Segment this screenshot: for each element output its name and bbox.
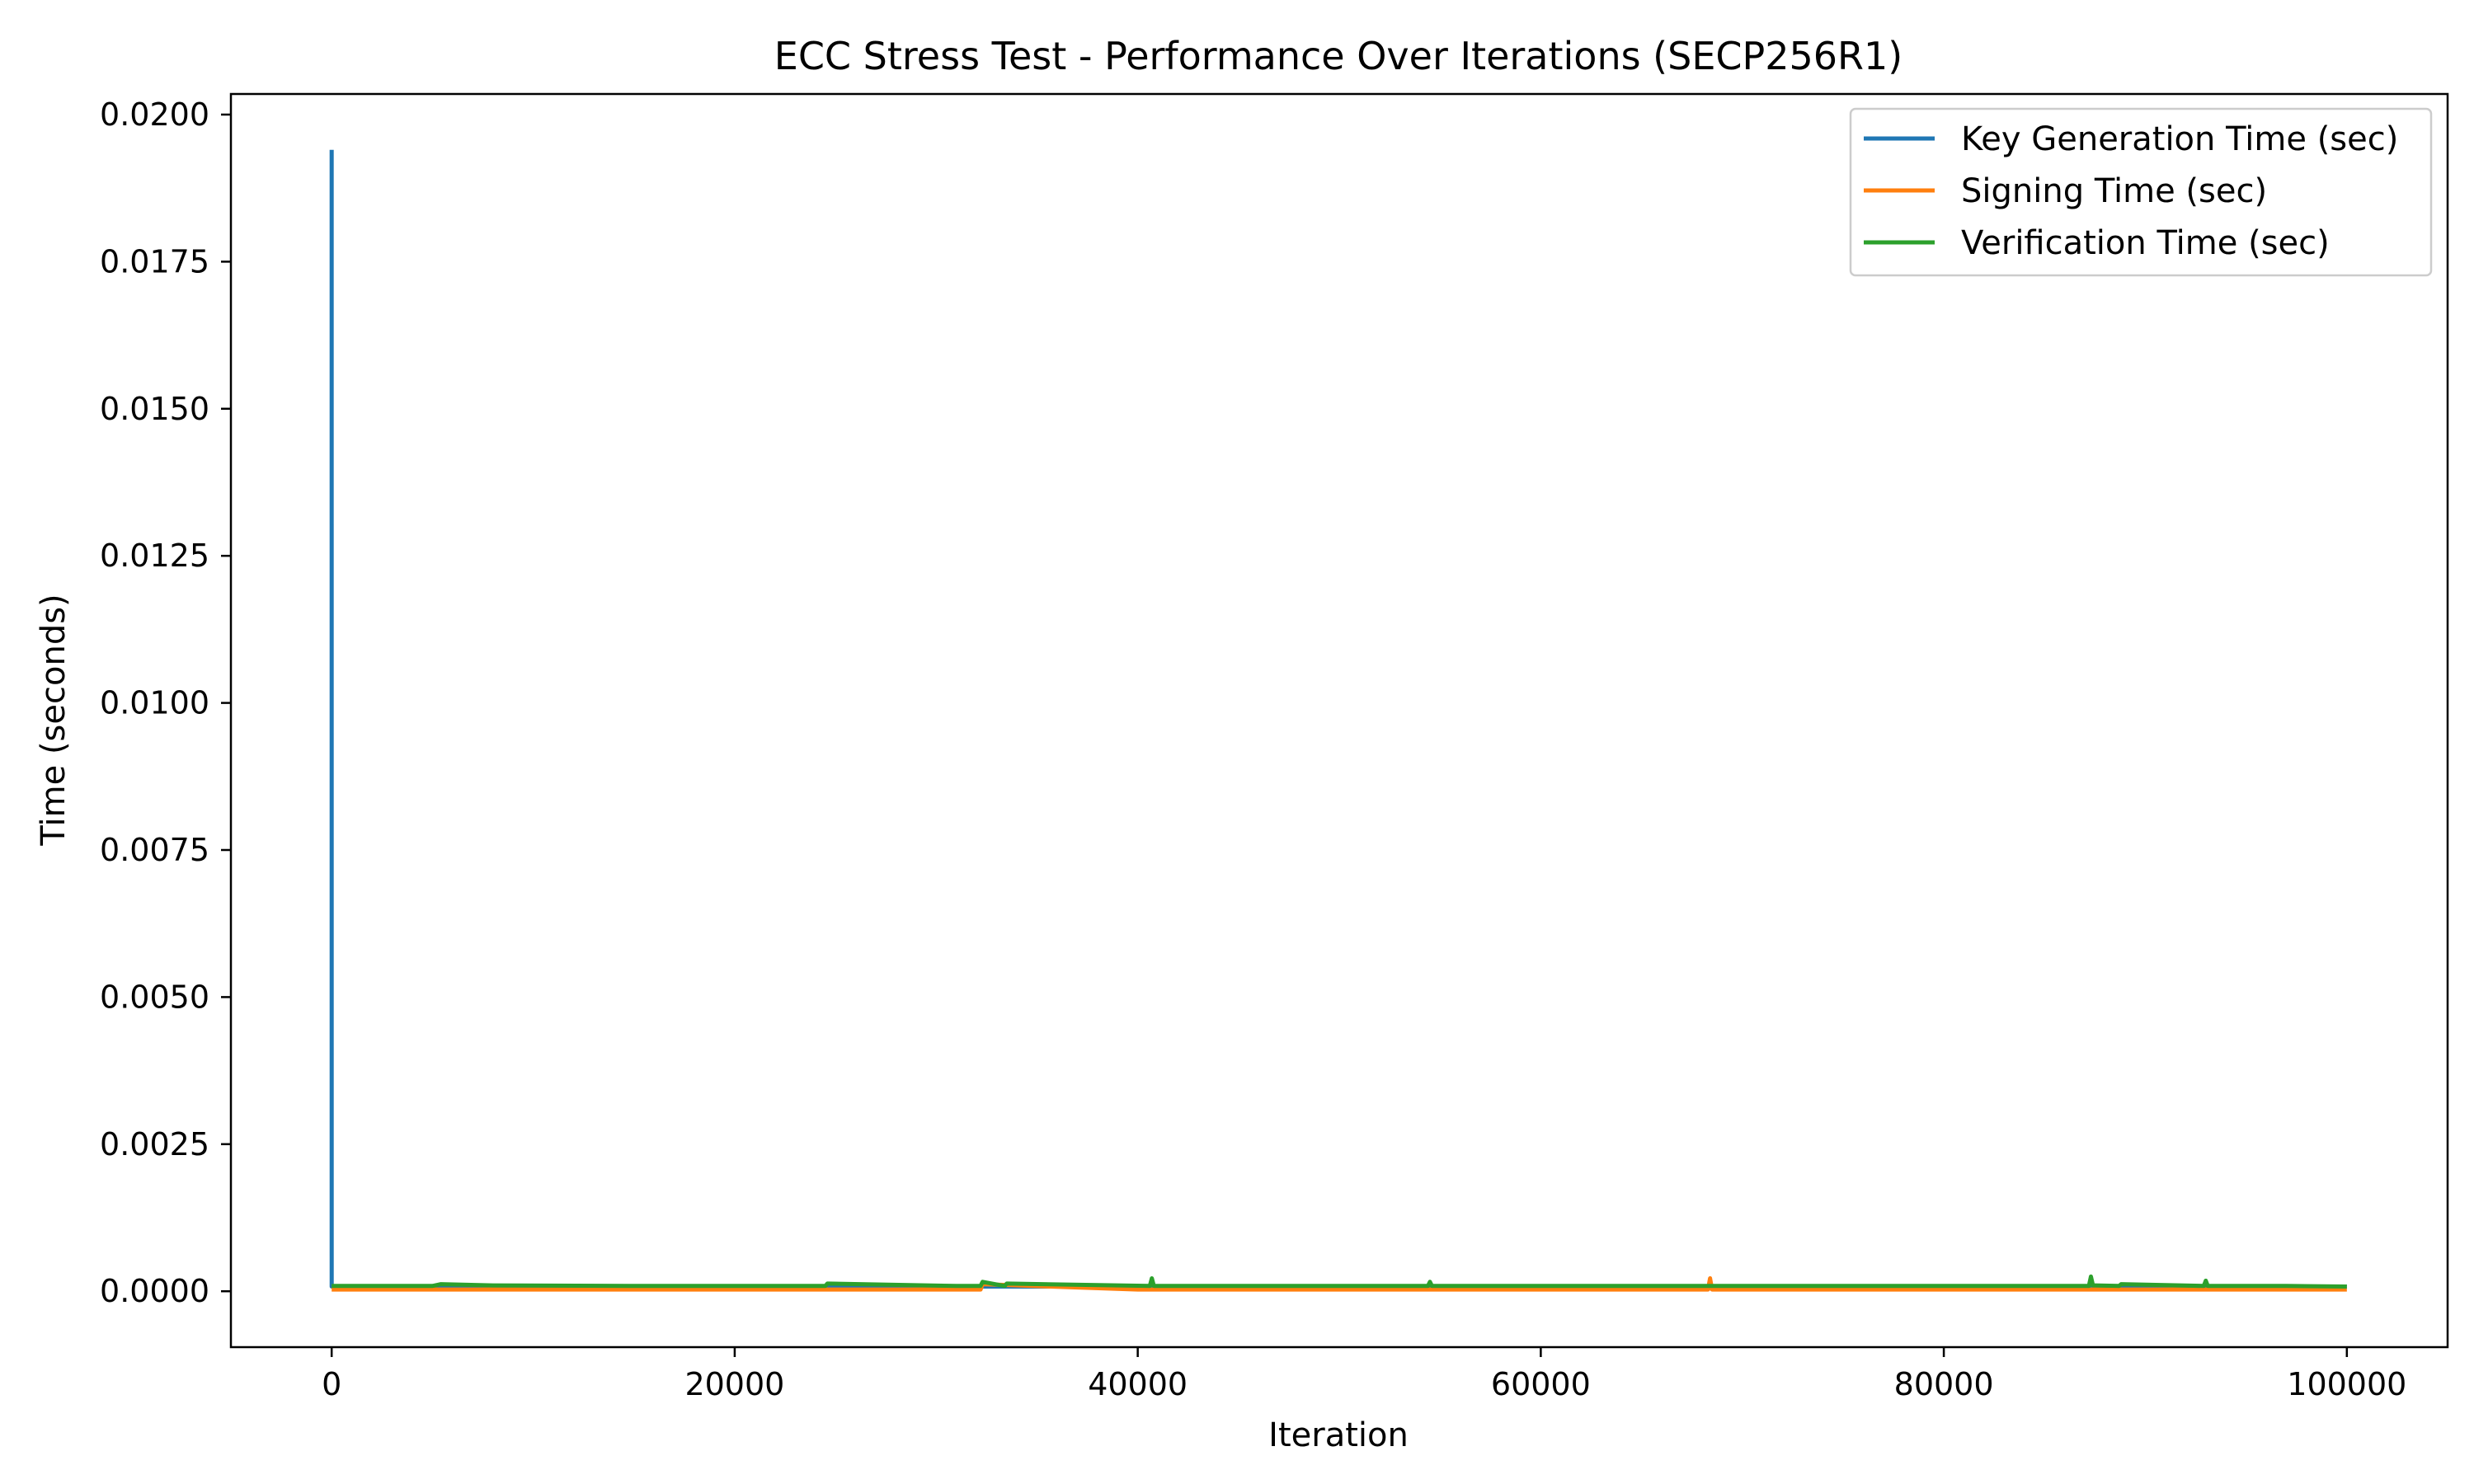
y-tick-label: 0.0100 [100, 685, 209, 721]
x-axis-label: Iteration [1268, 1416, 1409, 1454]
x-tick-label: 80000 [1894, 1366, 1994, 1402]
plot-frame [229, 92, 2449, 1349]
y-tick-label: 0.0050 [100, 979, 209, 1015]
series-line-0 [329, 149, 2347, 1289]
legend-label-signing: Signing Time (sec) [1961, 172, 2267, 210]
x-axis-ticks: 0 20000 40000 60000 80000 100000 [322, 1347, 2406, 1402]
legend-label-verification: Verification Time (sec) [1961, 224, 2330, 262]
y-tick-label: 0.0000 [100, 1273, 209, 1309]
y-axis-label: Time (seconds) [35, 594, 73, 846]
legend-label-key-generation: Key Generation Time (sec) [1961, 120, 2398, 158]
series-line-1 [332, 1276, 2347, 1292]
x-tick-label: 40000 [1088, 1366, 1188, 1402]
x-tick-label: 60000 [1491, 1366, 1591, 1402]
y-tick-label: 0.0125 [100, 538, 209, 574]
y-tick-label: 0.0175 [100, 243, 209, 279]
x-tick-label: 20000 [684, 1366, 784, 1402]
y-tick-label: 0.0150 [100, 391, 209, 427]
x-tick-label: 0 [322, 1366, 341, 1402]
series-line-2 [332, 1274, 2347, 1289]
series-lines [329, 149, 2347, 1292]
y-axis-ticks: 0.0000 0.0025 0.0050 0.0075 0.0100 0.0125 0.01… [100, 96, 231, 1309]
y-tick-label: 0.0025 [100, 1126, 209, 1162]
legend-frame [1849, 107, 2433, 277]
y-tick-label: 0.0200 [100, 96, 209, 133]
y-tick-label: 0.0075 [100, 832, 209, 868]
legend: Key Generation Time (sec) Signing Time (… [1849, 107, 2433, 277]
chart-title: ECC Stress Test - Performance Over Itera… [774, 34, 1903, 78]
x-tick-label: 100000 [2287, 1366, 2406, 1402]
